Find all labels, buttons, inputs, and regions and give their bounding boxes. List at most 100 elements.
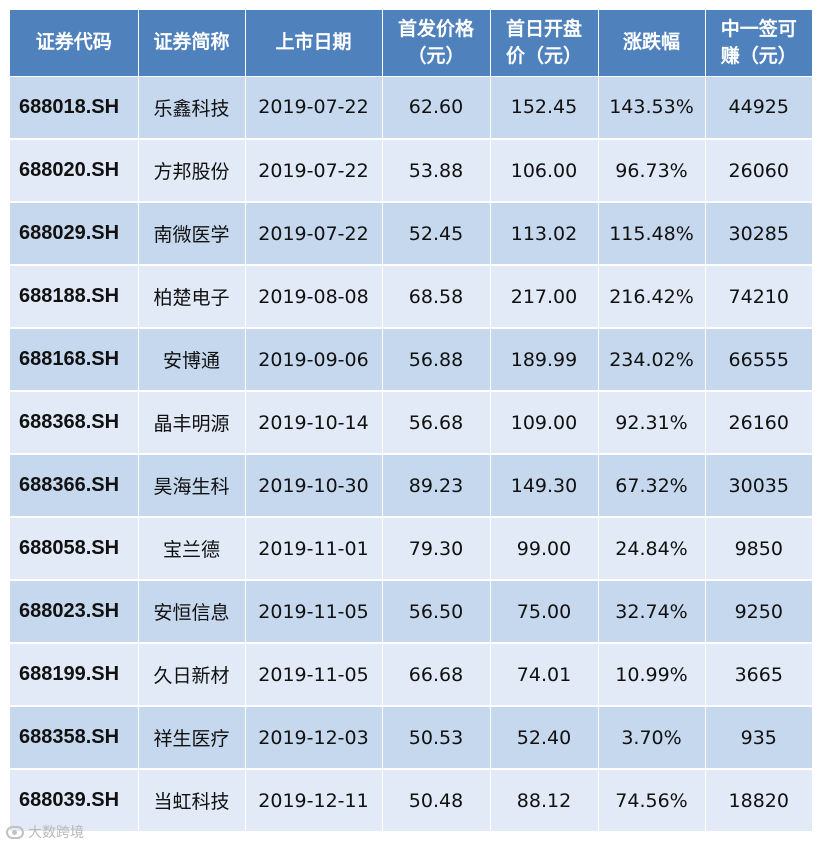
cell-open-price: 106.00 bbox=[490, 139, 599, 203]
header-code: 证券代码 bbox=[10, 10, 139, 77]
cell-change-pct: 3.70% bbox=[598, 706, 706, 770]
cell-code: 688039.SH bbox=[10, 769, 139, 833]
header-profit-per-lot: 中一签可赚（元） bbox=[705, 10, 812, 77]
table-row: 688039.SH 当虹科技 2019-12-11 50.48 88.12 74.56% 1… bbox=[10, 769, 812, 833]
header-line: （元） bbox=[407, 44, 465, 67]
cell-list-date: 2019-11-05 bbox=[245, 643, 383, 707]
cell-ipo-price: 53.88 bbox=[382, 139, 491, 203]
cell-open-price: 149.30 bbox=[490, 454, 599, 518]
cell-change-pct: 10.99% bbox=[598, 643, 706, 707]
cell-code: 688058.SH bbox=[10, 517, 139, 581]
cell-list-date: 2019-08-08 bbox=[245, 265, 383, 329]
header-line: 首发价格 bbox=[397, 17, 474, 40]
cell-change-pct: 115.48% bbox=[598, 202, 706, 266]
cell-code: 688358.SH bbox=[10, 706, 139, 770]
cell-change-pct: 74.56% bbox=[598, 769, 706, 833]
cell-name: 宝兰德 bbox=[138, 517, 246, 581]
cell-change-pct: 32.74% bbox=[598, 580, 706, 644]
cell-list-date: 2019-11-05 bbox=[245, 580, 383, 644]
cell-profit-per-lot: 74210 bbox=[705, 265, 812, 329]
cell-name: 久日新材 bbox=[138, 643, 246, 707]
cell-list-date: 2019-09-06 bbox=[245, 328, 383, 392]
watermark-text: 大数跨境 bbox=[28, 825, 84, 841]
cell-name: 晶丰明源 bbox=[138, 391, 246, 455]
cell-change-pct: 234.02% bbox=[598, 328, 706, 392]
cell-open-price: 52.40 bbox=[490, 706, 599, 770]
cell-open-price: 88.12 bbox=[490, 769, 599, 833]
cell-profit-per-lot: 66555 bbox=[705, 328, 812, 392]
cell-code: 688023.SH bbox=[10, 580, 139, 644]
header-line: 中一签可 bbox=[720, 17, 797, 40]
table-row: 688199.SH 久日新材 2019-11-05 66.68 74.01 10.99% 3… bbox=[10, 643, 812, 707]
table-row: 688358.SH 祥生医疗 2019-12-03 50.53 52.40 3.70% 93… bbox=[10, 706, 812, 770]
cell-ipo-price: 62.60 bbox=[382, 76, 491, 140]
table-row: 688368.SH 晶丰明源 2019-10-14 56.68 109.00 92.31%… bbox=[10, 391, 812, 455]
cell-profit-per-lot: 3665 bbox=[705, 643, 812, 707]
header-name: 证券简称 bbox=[138, 10, 246, 77]
cell-code: 688029.SH bbox=[10, 202, 139, 266]
cell-open-price: 74.01 bbox=[490, 643, 599, 707]
cell-profit-per-lot: 18820 bbox=[705, 769, 812, 833]
cell-ipo-price: 56.68 bbox=[382, 391, 491, 455]
cell-code: 688366.SH bbox=[10, 454, 139, 518]
cell-change-pct: 96.73% bbox=[598, 139, 706, 203]
cell-profit-per-lot: 30285 bbox=[705, 202, 812, 266]
cell-change-pct: 24.84% bbox=[598, 517, 706, 581]
table-row: 688058.SH 宝兰德 2019-11-01 79.30 99.00 24.84% 98… bbox=[10, 517, 812, 581]
cell-list-date: 2019-07-22 bbox=[245, 139, 383, 203]
header-line: 涨跌幅 bbox=[622, 31, 680, 54]
table-row: 688188.SH 柏楚电子 2019-08-08 68.58 217.00 216.42… bbox=[10, 265, 812, 329]
table-header-row: 证券代码 证券简称 上市日期 首发价格 （元） 首日开盘价（元） 涨跌幅 中一签可赚（元） bbox=[10, 10, 812, 77]
cell-name: 安恒信息 bbox=[138, 580, 246, 644]
cell-change-pct: 92.31% bbox=[598, 391, 706, 455]
cell-name: 南微医学 bbox=[138, 202, 246, 266]
cell-list-date: 2019-07-22 bbox=[245, 76, 383, 140]
table-row: 688366.SH 昊海生科 2019-10-30 89.23 149.30 67.32%… bbox=[10, 454, 812, 518]
header-line: 价（元） bbox=[505, 44, 582, 67]
cell-open-price: 152.45 bbox=[490, 76, 599, 140]
header-line: 上市日期 bbox=[275, 31, 352, 54]
cell-name: 祥生医疗 bbox=[138, 706, 246, 770]
cell-profit-per-lot: 935 bbox=[705, 706, 812, 770]
cell-name: 乐鑫科技 bbox=[138, 76, 246, 140]
cell-open-price: 75.00 bbox=[490, 580, 599, 644]
cell-profit-per-lot: 26160 bbox=[705, 391, 812, 455]
camera-logo-icon bbox=[6, 825, 24, 839]
table-row: 688020.SH 方邦股份 2019-07-22 53.88 106.00 96.73%… bbox=[10, 139, 812, 203]
cell-ipo-price: 79.30 bbox=[382, 517, 491, 581]
cell-list-date: 2019-07-22 bbox=[245, 202, 383, 266]
table-row: 688023.SH 安恒信息 2019-11-05 56.50 75.00 32.74% 9… bbox=[10, 580, 812, 644]
cell-code: 688199.SH bbox=[10, 643, 139, 707]
cell-code: 688188.SH bbox=[10, 265, 139, 329]
ipo-table: 证券代码 证券简称 上市日期 首发价格 （元） 首日开盘价（元） 涨跌幅 中一签可赚（元） 6… bbox=[10, 10, 812, 833]
header-change-pct: 涨跌幅 bbox=[598, 10, 706, 77]
header-line: 首日开盘 bbox=[505, 17, 582, 40]
cell-code: 688020.SH bbox=[10, 139, 139, 203]
header-line: 证券简称 bbox=[153, 31, 230, 54]
cell-change-pct: 143.53% bbox=[598, 76, 706, 140]
cell-ipo-price: 50.53 bbox=[382, 706, 491, 770]
cell-open-price: 189.99 bbox=[490, 328, 599, 392]
cell-profit-per-lot: 9250 bbox=[705, 580, 812, 644]
cell-change-pct: 216.42% bbox=[598, 265, 706, 329]
header-ipo-price: 首发价格 （元） bbox=[382, 10, 491, 77]
cell-ipo-price: 68.58 bbox=[382, 265, 491, 329]
table-row: 688029.SH 南微医学 2019-07-22 52.45 113.02 115.48… bbox=[10, 202, 812, 266]
table-body: 688018.SH 乐鑫科技 2019-07-22 62.60 152.45 143.53… bbox=[10, 76, 812, 833]
table-row: 688018.SH 乐鑫科技 2019-07-22 62.60 152.45 143.53… bbox=[10, 76, 812, 140]
cell-name: 柏楚电子 bbox=[138, 265, 246, 329]
cell-profit-per-lot: 44925 bbox=[705, 76, 812, 140]
cell-code: 688168.SH bbox=[10, 328, 139, 392]
cell-list-date: 2019-12-03 bbox=[245, 706, 383, 770]
watermark: 大数跨境 bbox=[6, 822, 84, 842]
cell-open-price: 113.02 bbox=[490, 202, 599, 266]
cell-ipo-price: 56.88 bbox=[382, 328, 491, 392]
cell-ipo-price: 52.45 bbox=[382, 202, 491, 266]
cell-name: 当虹科技 bbox=[138, 769, 246, 833]
header-line: 赚（元） bbox=[720, 44, 797, 67]
cell-list-date: 2019-12-11 bbox=[245, 769, 383, 833]
cell-code: 688018.SH bbox=[10, 76, 139, 140]
cell-list-date: 2019-10-14 bbox=[245, 391, 383, 455]
header-list-date: 上市日期 bbox=[245, 10, 383, 77]
cell-ipo-price: 50.48 bbox=[382, 769, 491, 833]
